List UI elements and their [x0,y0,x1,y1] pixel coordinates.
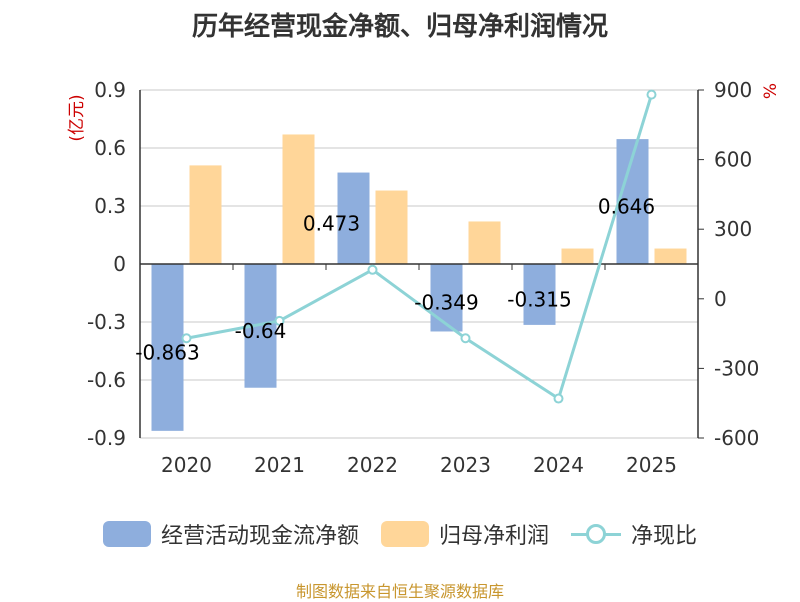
y-tick-label-left: 0.9 [94,78,126,102]
x-tick-label: 2021 [254,453,305,477]
chart-legend: 经营活动现金流净额 归母净利润 净现比 [0,518,800,550]
y-tick-label-left: -0.3 [87,310,126,334]
y-tick-label-left: -0.6 [87,368,126,392]
y-tick-label-right: 600 [714,148,752,172]
point-ratio [460,333,471,344]
chart-plot: 0.9 0.6 0.3 0 -0.3 -0.6 -0.9 900 600 300 0 -300 -600… [67,78,781,477]
data-label-cash-flow: -0.64 [235,319,287,343]
x-tick-label: 2020 [161,453,212,477]
x-tick-label: 2024 [533,453,584,477]
y-tick-label-left: 0 [113,252,126,276]
bar-net-profit [654,248,687,264]
bar-cash-flow [430,264,463,332]
bar-net-profit [375,190,408,264]
point-ratio [181,333,192,344]
bar-cash-flow [523,264,556,325]
y-tick-label-right: 900 [714,78,752,102]
x-tick-label: 2022 [347,453,398,477]
y-tick-label-left: -0.9 [87,426,126,450]
x-tick-label: 2025 [626,453,677,477]
point-ratio [553,393,564,404]
legend-item-net-profit[interactable]: 归母净利润 [380,518,549,550]
data-label-cash-flow: -0.863 [135,340,199,364]
legend-label-cash-flow: 经营活动现金流净额 [160,524,359,549]
legend-label-net-profit: 归母净利润 [438,524,549,549]
legend-swatch-cash-flow [102,521,151,547]
bar-cash-flow [151,264,184,431]
data-label-cash-flow: 0.646 [598,195,655,219]
y-tick-label-left: 0.6 [94,136,126,160]
legend-label-ratio: 净现比 [631,524,698,549]
legend-item-cash-flow[interactable]: 经营活动现金流净额 [102,518,359,550]
point-ratio [367,264,378,275]
data-label-cash-flow: -0.349 [414,291,478,315]
y-tick-label-right: -600 [714,426,759,450]
bar-net-profit [189,165,222,264]
bar-net-profit [468,221,501,264]
legend-swatch-ratio [571,521,621,547]
y-tick-label-left: 0.3 [94,194,126,218]
legend-item-ratio[interactable]: 净现比 [571,518,697,550]
data-label-cash-flow: 0.473 [303,211,360,235]
y-axis-unit-right: % [761,83,781,99]
point-ratio [274,315,285,326]
legend-swatch-net-profit [380,521,429,547]
bar-net-profit [561,248,594,264]
series-line-ratio [186,94,653,401]
y-tick-label-right: 0 [714,287,727,311]
bar-cash-flow [337,172,370,264]
y-tick-label-right: 300 [714,217,752,241]
chart-title: 历年经营现金净额、归母净利润情况 [191,12,608,42]
y-tick-label-right: -300 [714,356,759,380]
data-label-cash-flow: -0.315 [507,287,571,311]
bar-net-profit [282,134,315,264]
source-note: 制图数据来自恒生聚源数据库 [295,582,504,601]
y-axis-unit-left: (亿元) [67,94,87,141]
point-ratio [646,89,657,100]
x-tick-label: 2023 [440,453,491,477]
